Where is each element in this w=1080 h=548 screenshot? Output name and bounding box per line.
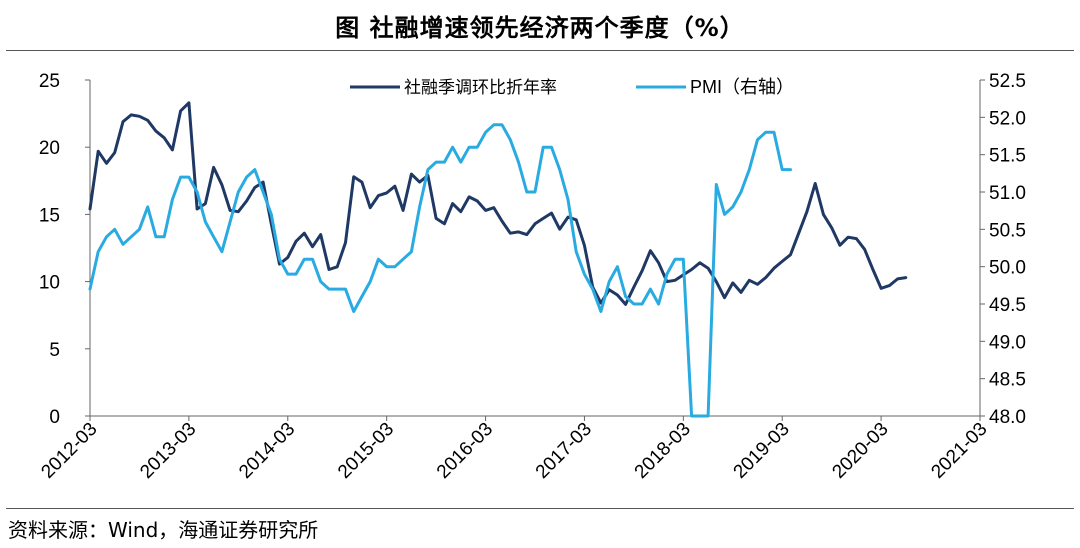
legend-label-social-financing: 社融季调环比折年率 <box>404 78 557 98</box>
right-y-tick-label: 52.5 <box>989 71 1026 92</box>
left-y-tick-label: 25 <box>39 71 60 92</box>
chart-title: 图 社融增速领先经济两个季度（%） <box>335 14 745 42</box>
source-note: 资料来源：Wind，海通证券研究所 <box>8 518 319 542</box>
right-y-tick-label: 48.0 <box>989 407 1026 428</box>
left-y-tick-label: 15 <box>39 205 60 226</box>
right-y-tick-label: 50.5 <box>989 220 1026 241</box>
x-tick-label: 2020-03 <box>828 419 892 483</box>
right-y-tick-label: 49.5 <box>989 295 1026 316</box>
x-tick-label: 2012-03 <box>37 419 101 483</box>
left-y-tick-label: 5 <box>49 340 60 361</box>
right-y-tick-label: 52.0 <box>989 108 1026 129</box>
chart-legend: 社融季调环比折年率 PMI（右轴） <box>350 77 794 98</box>
title-divider <box>6 50 1074 51</box>
chart-series-layer <box>88 101 908 418</box>
right-y-tick-label: 48.5 <box>989 370 1026 391</box>
chart-canvas: 0 5 10 15 20 25 48.0 48.5 49.0 49.5 50.0 50.5 51.0 51… <box>37 71 1026 483</box>
series-line-pmi <box>88 123 792 418</box>
right-y-tick-label: 49.0 <box>989 332 1026 353</box>
x-tick-label: 2016-03 <box>433 419 497 483</box>
right-y-tick-label: 51.5 <box>989 146 1026 167</box>
x-tick-label: 2013-03 <box>136 419 200 483</box>
left-y-tick-label: 0 <box>49 407 60 428</box>
left-y-tick-label: 10 <box>39 273 60 294</box>
x-tick-label: 2015-03 <box>334 419 398 483</box>
x-tick-label: 2018-03 <box>631 419 695 483</box>
x-tick-label: 2017-03 <box>532 419 596 483</box>
x-tick-label: 2019-03 <box>730 419 794 483</box>
series-line-social-financing <box>88 101 908 306</box>
legend-label-pmi: PMI（右轴） <box>690 77 794 97</box>
x-tick-label: 2014-03 <box>235 419 299 483</box>
footer-divider <box>6 508 1074 509</box>
right-y-tick-label: 50.0 <box>989 258 1026 279</box>
left-y-tick-label: 20 <box>39 138 60 159</box>
right-y-tick-label: 51.0 <box>989 183 1026 204</box>
x-tick-label: 2021-03 <box>927 419 991 483</box>
